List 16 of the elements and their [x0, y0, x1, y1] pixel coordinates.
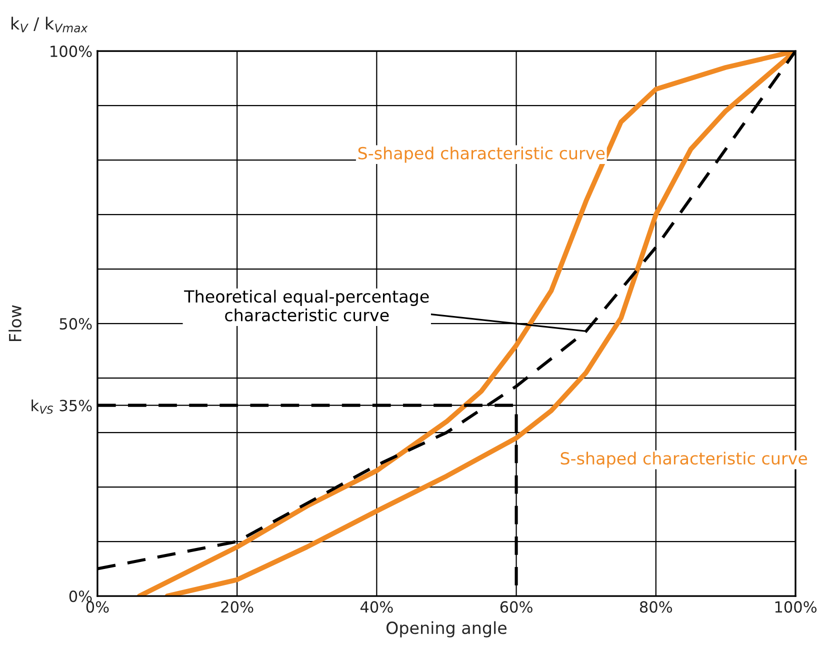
y-tick-label: 100%: [50, 46, 92, 58]
x-tick-label: 40%: [360, 601, 393, 613]
x-tick-label: 0%: [86, 601, 109, 613]
text: k$_{V}$ / k$_{Vmax}$: [12, 16, 88, 32]
y-axis-title: Flow: [8, 305, 22, 341]
x-tick-label: 80%: [640, 601, 672, 613]
x-tick-label: 100%: [775, 601, 817, 613]
x-axis-title: Opening angle: [386, 621, 507, 638]
series-label: S-shaped characteristic curve: [358, 146, 605, 163]
y-tick-label: 50%: [60, 318, 92, 330]
text: Theoretical equal-percentage characteristic curve: [184, 290, 429, 322]
y-tick-label: k$_{VS}$ 35%: [32, 400, 92, 414]
x-tick-label: 60%: [500, 601, 532, 613]
y-tick-label: 0%: [69, 590, 92, 602]
text: S-shaped characteristic curve: [560, 452, 808, 468]
x-tick-label: 20%: [221, 601, 254, 613]
